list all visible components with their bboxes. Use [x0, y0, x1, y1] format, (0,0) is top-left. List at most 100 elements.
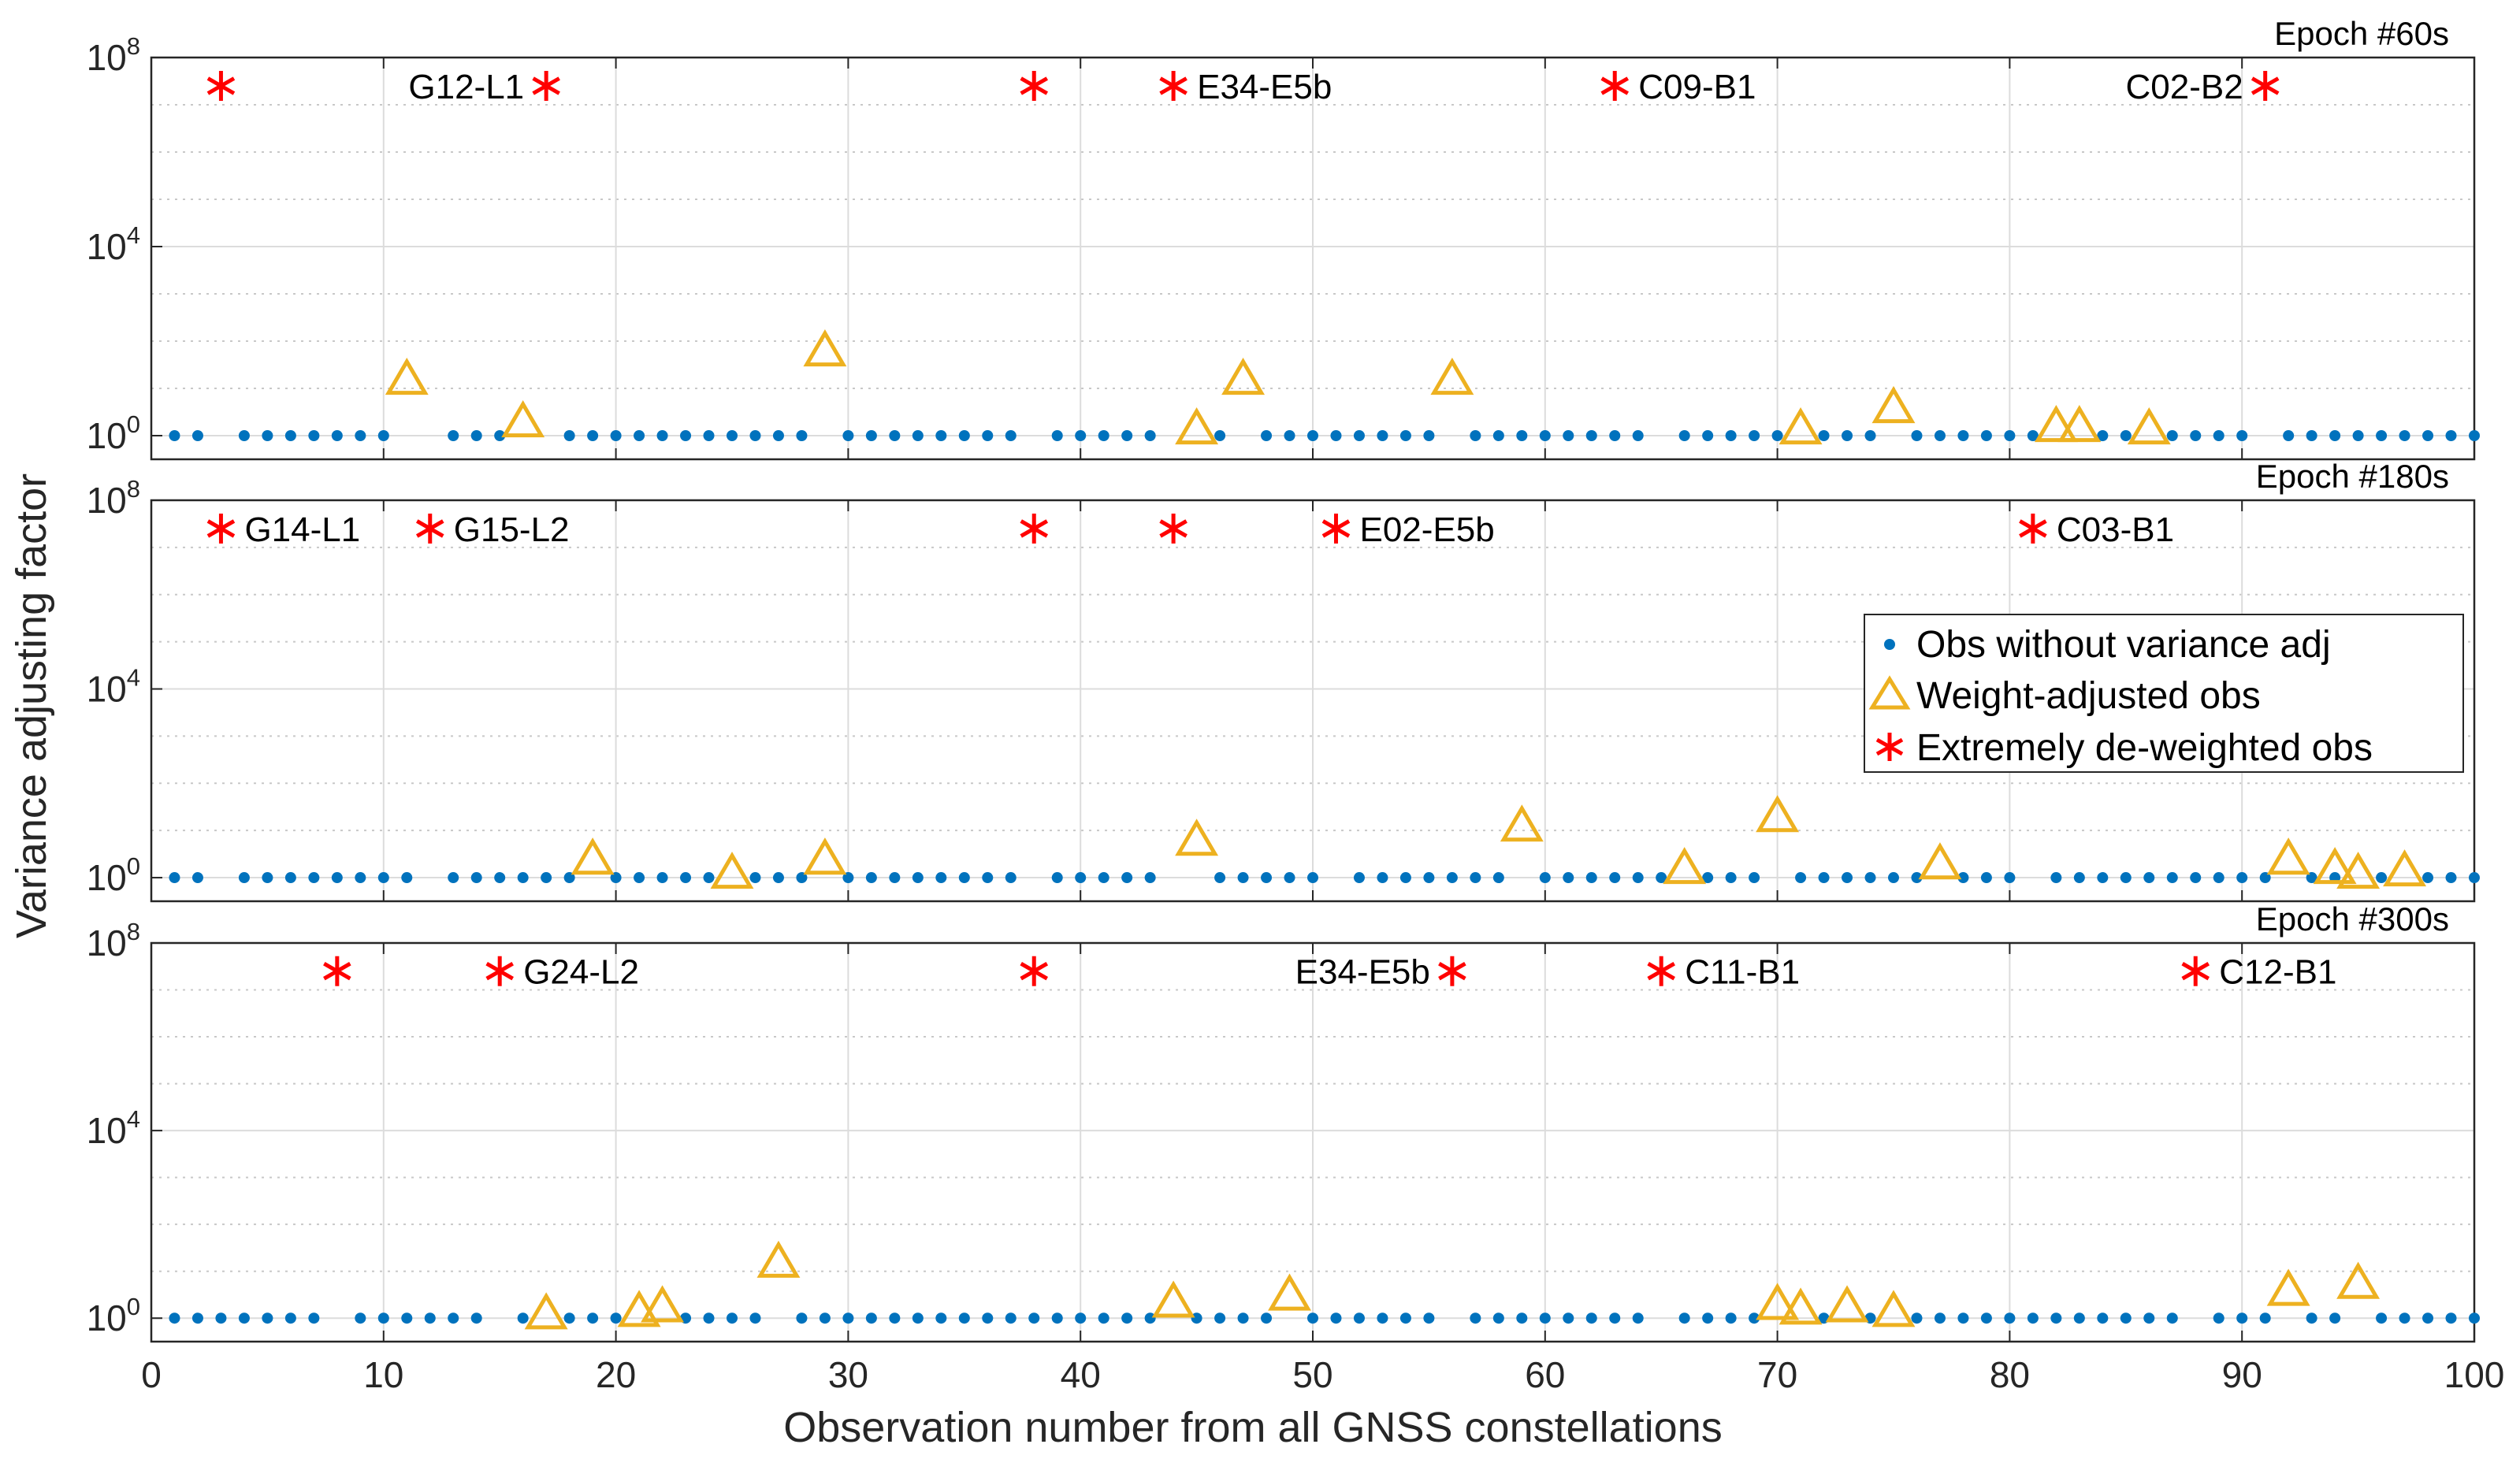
obs-no-adj-point — [1470, 872, 1481, 884]
obs-no-adj-point — [587, 430, 599, 441]
panel-title: Epoch #300s — [2256, 900, 2449, 937]
obs-no-adj-point — [2283, 430, 2295, 441]
obs-no-adj-point — [1911, 872, 1923, 884]
weighted-obs-point — [2383, 849, 2427, 887]
obs-no-adj-point — [355, 1312, 366, 1324]
obs-no-adj-point — [1563, 430, 1574, 441]
obs-no-adj-point — [1051, 872, 1063, 884]
obs-no-adj-point — [2445, 872, 2457, 884]
obs-no-adj-point — [1818, 430, 1830, 441]
obs-no-adj-point — [494, 430, 506, 441]
obs-no-adj-point — [1911, 430, 1923, 441]
obs-no-adj-point — [377, 872, 389, 884]
obs-no-adj-point — [401, 872, 413, 884]
weighted-obs-point — [1221, 358, 1266, 395]
legend-box — [1864, 614, 2464, 773]
obs-no-adj-point — [448, 1312, 459, 1324]
obs-no-adj-point — [2399, 1312, 2410, 1324]
weighted-obs-point — [2266, 837, 2310, 875]
obs-no-adj-point — [563, 1312, 575, 1324]
obs-no-adj-point — [1051, 1312, 1063, 1324]
legend-label-weighted: Weight-adjusted obs — [1916, 675, 2261, 717]
obs-no-adj-point — [1516, 1312, 1528, 1324]
obs-no-adj-point — [1539, 1312, 1551, 1324]
obs-no-adj-point — [1725, 430, 1737, 441]
obs-no-adj-point — [1446, 872, 1458, 884]
obs-no-adj-point — [1261, 1312, 1273, 1324]
obs-no-adj-point — [308, 872, 320, 884]
obs-no-adj-point — [1632, 1312, 1644, 1324]
obs-no-adj-point — [424, 1312, 436, 1324]
obs-no-adj-point — [563, 430, 575, 441]
satellite-label: E02-E5b — [1359, 510, 1494, 549]
obs-no-adj-point — [2213, 430, 2225, 441]
weighted-obs-point — [1871, 1290, 1916, 1327]
obs-no-adj-point — [982, 1312, 994, 1324]
obs-no-adj-point — [1980, 1312, 1992, 1324]
extreme-obs-point — [485, 956, 514, 986]
weighted-obs-point — [2336, 852, 2381, 889]
obs-no-adj-point — [2259, 872, 2271, 884]
obs-no-adj-point — [749, 1312, 761, 1324]
obs-no-adj-point — [2236, 872, 2248, 884]
obs-no-adj-point — [284, 430, 296, 441]
obs-no-adj-point — [819, 1312, 831, 1324]
extreme-obs-point — [1600, 71, 1630, 101]
y-axis-label: Variance adjusting factor — [8, 473, 55, 938]
satellite-label: C11-B1 — [1685, 953, 1800, 992]
obs-no-adj-point — [262, 872, 273, 884]
obs-no-adj-point — [796, 872, 808, 884]
satellite-label: C02-B2 — [2125, 68, 2243, 106]
obs-no-adj-point — [1678, 1312, 1690, 1324]
x-tick-label: 10 — [363, 1354, 403, 1395]
obs-no-adj-point — [1725, 1312, 1737, 1324]
obs-no-adj-point — [2445, 1312, 2457, 1324]
obs-no-adj-point — [1377, 872, 1388, 884]
obs-no-adj-point — [2376, 430, 2388, 441]
obs-no-adj-point — [1563, 872, 1574, 884]
obs-no-adj-point — [2004, 430, 2016, 441]
obs-no-adj-point — [2190, 872, 2202, 884]
satellite-label: G15-L2 — [454, 510, 570, 549]
obs-no-adj-point — [1005, 430, 1017, 441]
weighted-obs-point — [1756, 795, 1800, 833]
obs-no-adj-point — [935, 1312, 947, 1324]
obs-no-adj-point — [656, 872, 668, 884]
obs-no-adj-point — [1214, 1312, 1226, 1324]
legend-label-extreme: Extremely de-weighted obs — [1916, 727, 2373, 769]
obs-no-adj-point — [2120, 430, 2132, 441]
legend-marker-weighted — [1868, 675, 1911, 710]
satellite-label: C03-B1 — [2057, 510, 2174, 549]
obs-no-adj-point — [656, 430, 668, 441]
weighted-obs-point — [2336, 1261, 2381, 1299]
panel-title: Epoch #60s — [2274, 15, 2449, 52]
obs-no-adj-point — [982, 872, 994, 884]
extreme-obs-point — [1159, 71, 1188, 101]
x-tick-label: 90 — [2222, 1354, 2262, 1395]
y-tick-label: 104 — [87, 1105, 140, 1151]
obs-no-adj-point — [610, 872, 622, 884]
obs-no-adj-point — [1957, 872, 1969, 884]
obs-no-adj-point — [1214, 430, 1226, 441]
obs-no-adj-point — [1609, 1312, 1621, 1324]
obs-no-adj-point — [1749, 430, 1760, 441]
obs-no-adj-point — [749, 872, 761, 884]
obs-no-adj-point — [912, 430, 924, 441]
obs-no-adj-point — [355, 872, 366, 884]
extreme-obs-point — [1438, 956, 1466, 986]
obs-no-adj-point — [284, 1312, 296, 1324]
x-tick-label: 0 — [141, 1354, 162, 1395]
extreme-obs-point — [206, 513, 236, 544]
obs-no-adj-point — [1492, 430, 1504, 441]
obs-no-adj-point — [1098, 872, 1109, 884]
obs-no-adj-point — [749, 430, 761, 441]
obs-no-adj-point — [703, 872, 715, 884]
obs-no-adj-point — [1144, 872, 1156, 884]
x-tick-label: 80 — [1990, 1354, 2030, 1395]
obs-no-adj-point — [470, 430, 482, 441]
obs-no-adj-point — [865, 872, 877, 884]
obs-no-adj-point — [448, 872, 459, 884]
obs-no-adj-point — [727, 1312, 738, 1324]
x-tick-label: 70 — [1757, 1354, 1797, 1395]
